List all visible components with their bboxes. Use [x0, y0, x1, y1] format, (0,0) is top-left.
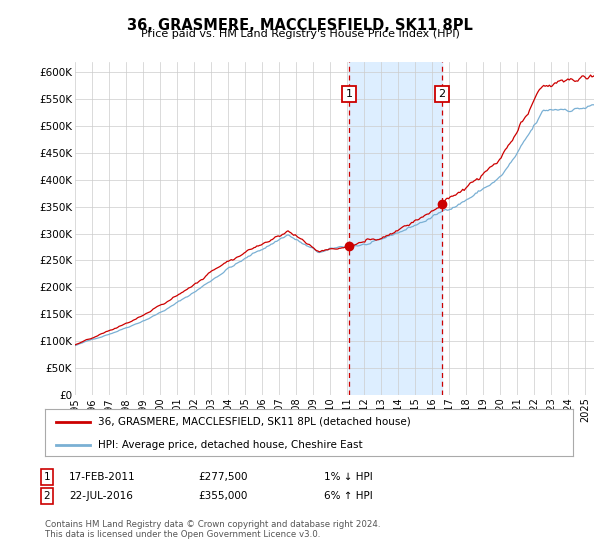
Text: 1% ↓ HPI: 1% ↓ HPI	[324, 472, 373, 482]
Text: 2: 2	[438, 89, 445, 99]
Text: 1: 1	[43, 472, 50, 482]
Text: 2: 2	[43, 491, 50, 501]
Text: HPI: Average price, detached house, Cheshire East: HPI: Average price, detached house, Ches…	[98, 440, 362, 450]
Text: 17-FEB-2011: 17-FEB-2011	[69, 472, 136, 482]
Text: £355,000: £355,000	[198, 491, 247, 501]
Text: 6% ↑ HPI: 6% ↑ HPI	[324, 491, 373, 501]
Text: £277,500: £277,500	[198, 472, 248, 482]
Text: Contains HM Land Registry data © Crown copyright and database right 2024.
This d: Contains HM Land Registry data © Crown c…	[45, 520, 380, 539]
Text: 22-JUL-2016: 22-JUL-2016	[69, 491, 133, 501]
Text: 36, GRASMERE, MACCLESFIELD, SK11 8PL (detached house): 36, GRASMERE, MACCLESFIELD, SK11 8PL (de…	[98, 417, 410, 427]
Text: 36, GRASMERE, MACCLESFIELD, SK11 8PL: 36, GRASMERE, MACCLESFIELD, SK11 8PL	[127, 18, 473, 33]
Text: Price paid vs. HM Land Registry's House Price Index (HPI): Price paid vs. HM Land Registry's House …	[140, 29, 460, 39]
Bar	[349, 62, 442, 395]
Text: 1: 1	[346, 89, 353, 99]
